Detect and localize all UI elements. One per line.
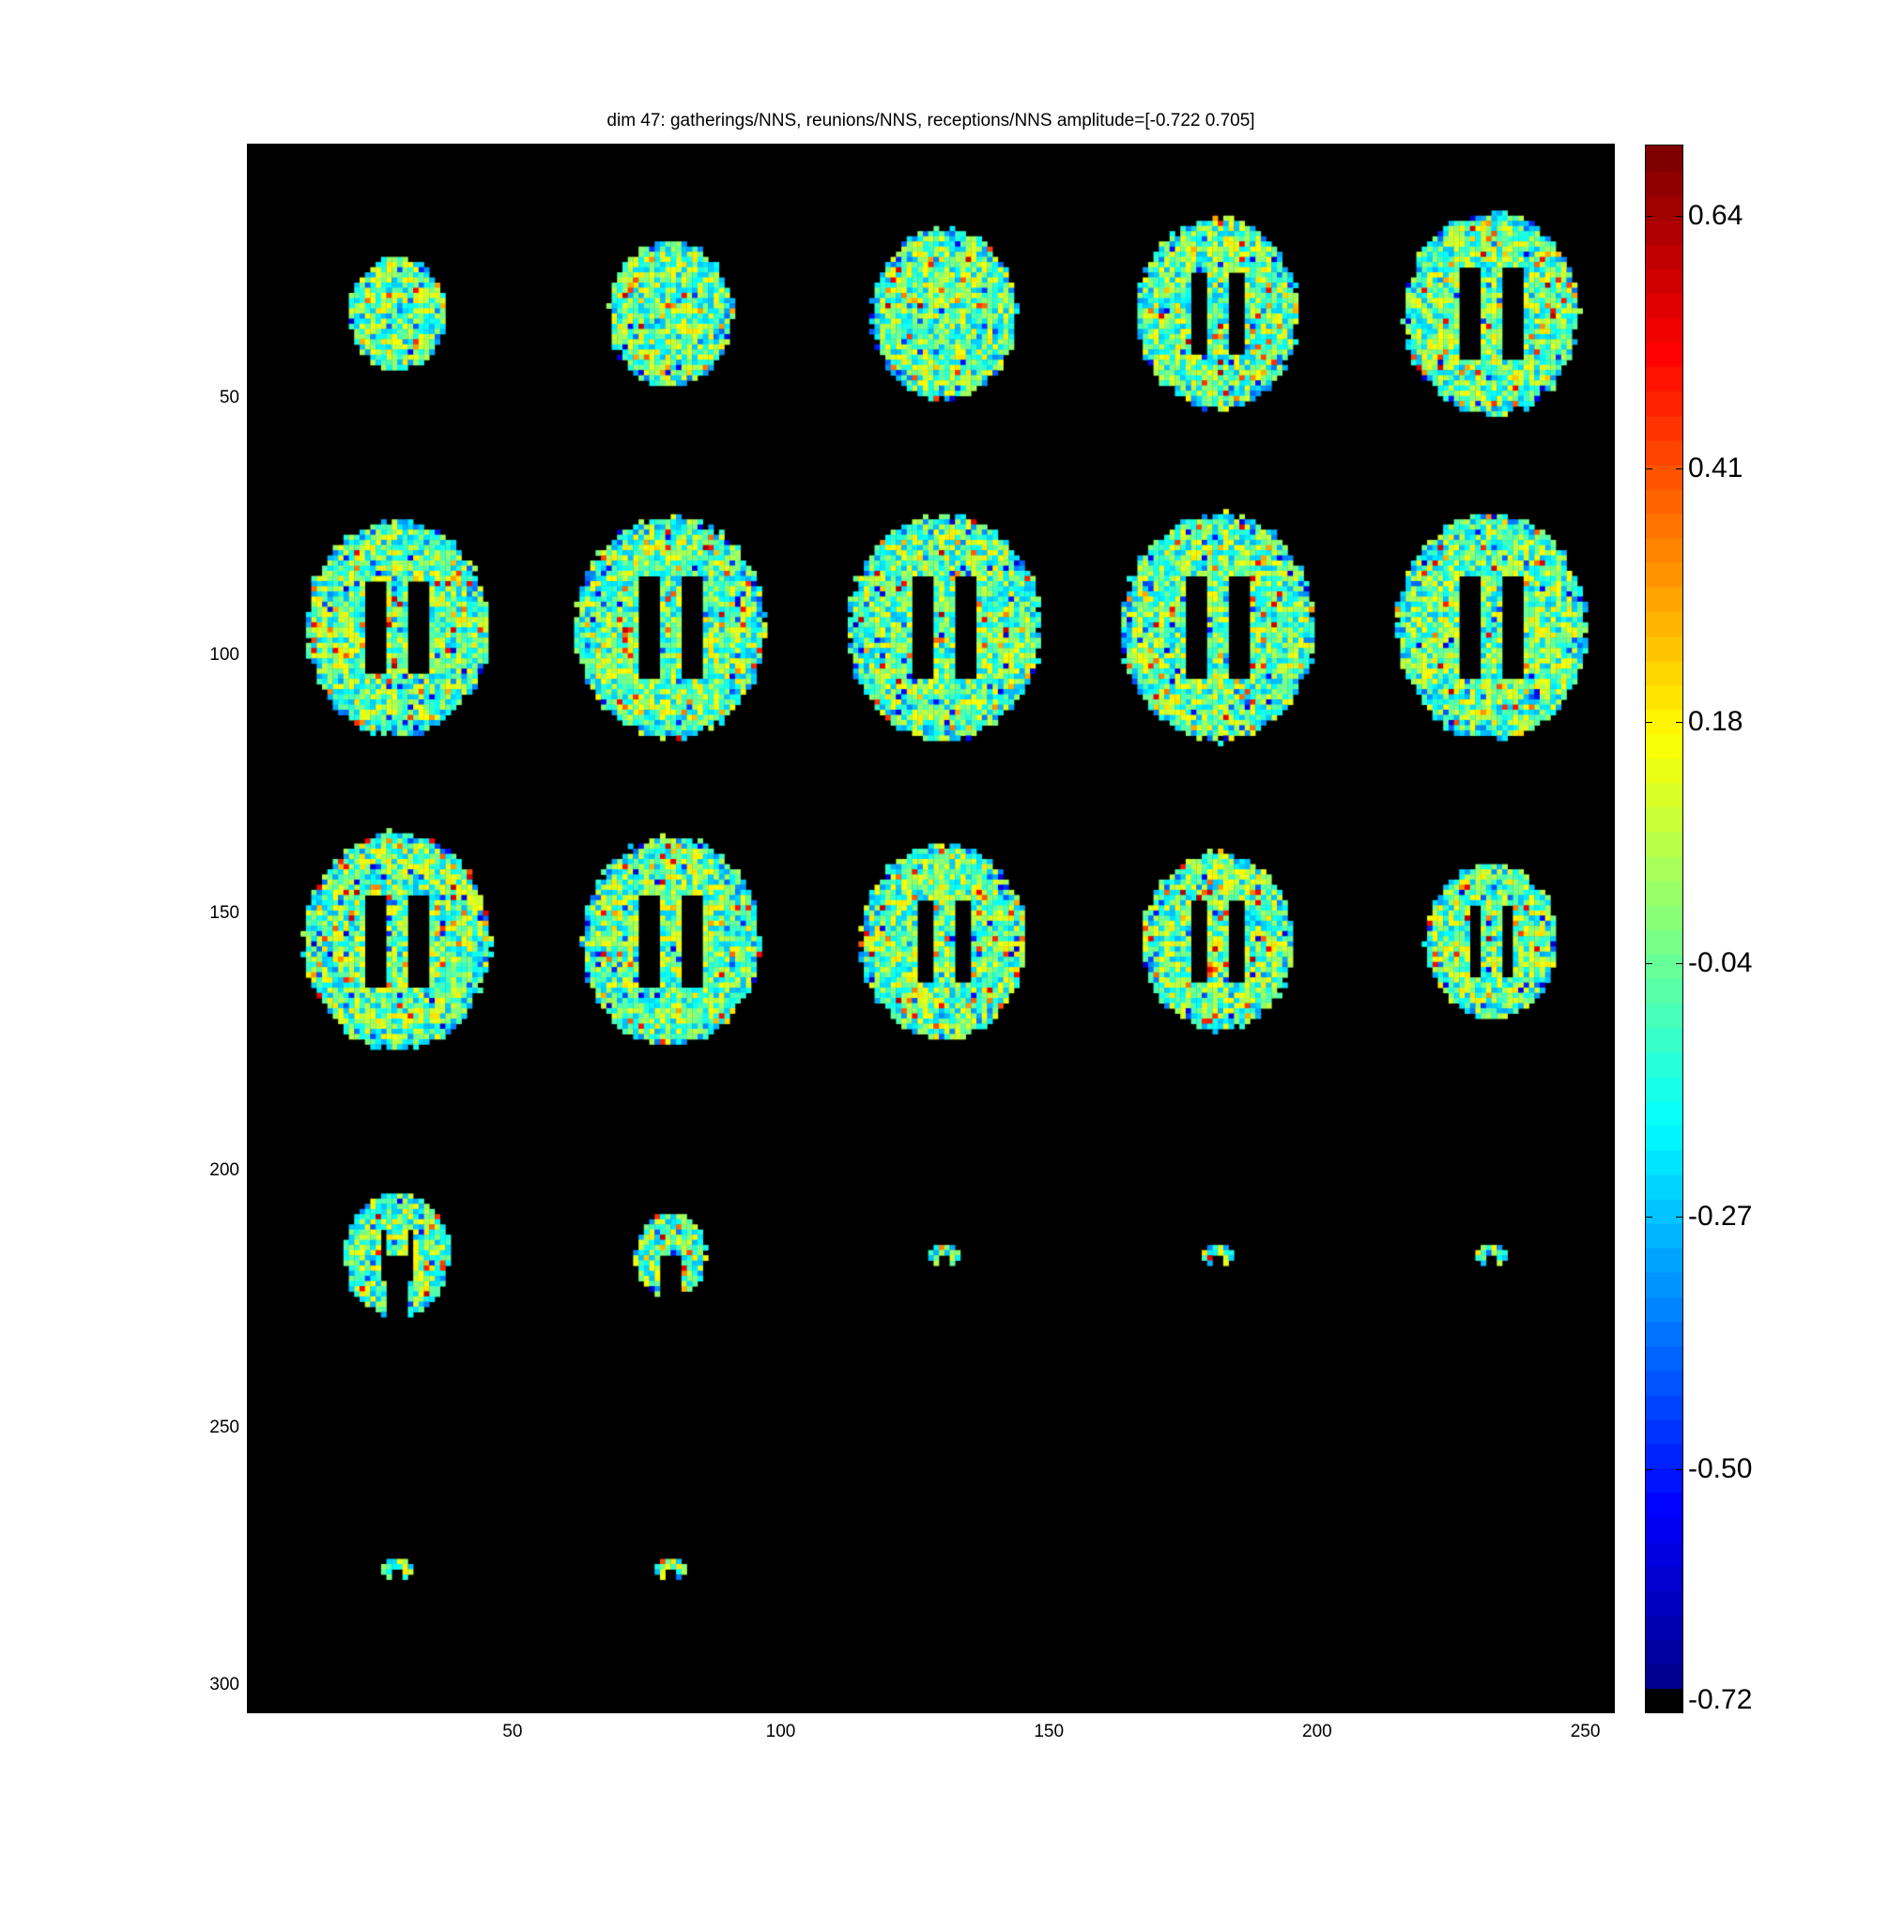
x-tick-label: 150	[1034, 1722, 1065, 1741]
x-tick-label: 100	[765, 1722, 796, 1741]
colorbar-tick-label: -0.27	[1688, 1200, 1753, 1232]
brain-slice-mosaic	[247, 144, 1615, 1713]
colorbar-tick-label: -0.72	[1688, 1684, 1753, 1715]
colorbar-tick-mark	[1645, 963, 1683, 965]
colorbar-tick-label: 0.64	[1688, 200, 1743, 232]
colorbar-tick-label: 0.18	[1688, 705, 1743, 737]
x-tick-label: 200	[1302, 1722, 1332, 1741]
y-tick-label: 200	[209, 1159, 239, 1180]
y-tick-label: 50	[219, 388, 239, 408]
colorbar-tick-mark	[1645, 721, 1683, 723]
x-tick-label: 50	[502, 1722, 523, 1741]
y-tick-label: 150	[209, 902, 239, 923]
colorbar-tick-mark	[1645, 468, 1683, 470]
y-tick-label: 100	[209, 645, 239, 666]
chart-title: dim 47: gatherings/NNS, reunions/NNS, re…	[607, 111, 1255, 130]
colorbar-tick-label: -0.50	[1688, 1453, 1753, 1485]
colorbar-tick-label: -0.04	[1688, 947, 1753, 979]
y-tick-label: 300	[209, 1674, 239, 1694]
colorbar-gradient	[1646, 146, 1682, 1712]
plot-area	[247, 144, 1615, 1713]
colorbar-tick-mark	[1645, 1469, 1683, 1471]
colorbar-tick-mark	[1645, 216, 1683, 218]
x-tick-label: 250	[1570, 1722, 1601, 1741]
colorbar-tick-label: 0.41	[1688, 452, 1743, 484]
colorbar	[1645, 145, 1683, 1713]
y-tick-label: 250	[209, 1417, 239, 1437]
colorbar-tick-mark	[1645, 1216, 1683, 1218]
colorbar-tick-mark	[1645, 1710, 1683, 1712]
